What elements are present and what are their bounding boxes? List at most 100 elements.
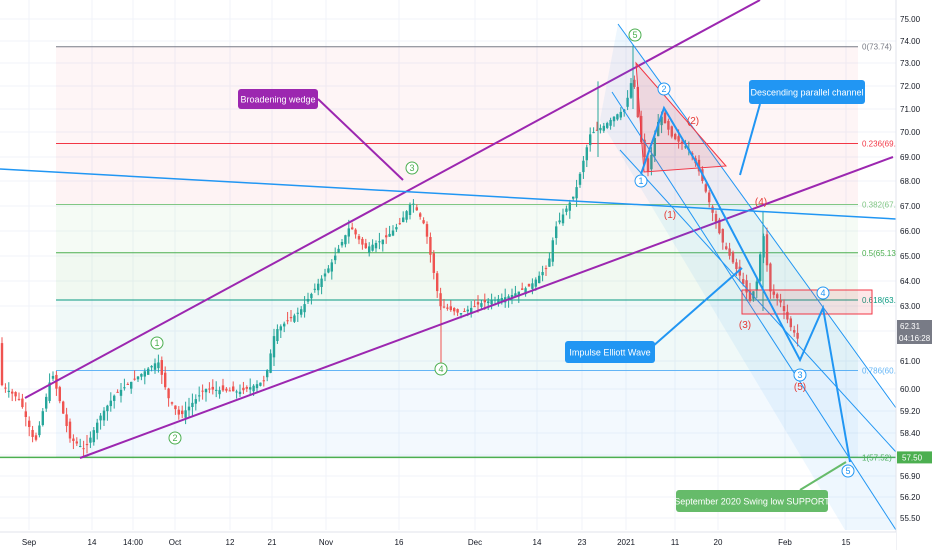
- callout-text: Descending parallel channel: [750, 88, 863, 98]
- current-price-label: 62.31: [900, 322, 921, 331]
- candle-body: [177, 409, 180, 415]
- candle-body: [119, 389, 123, 396]
- candle-body: [306, 299, 310, 302]
- candle-body: [140, 373, 143, 377]
- y-axis-tick-label: 70.00: [900, 128, 921, 137]
- candle-body: [796, 332, 799, 339]
- wave-label-blue: 3: [797, 370, 802, 380]
- candle-body: [670, 126, 673, 137]
- support-price-label: 57.50: [902, 453, 923, 462]
- candle-body: [432, 253, 435, 273]
- blue-trendline: [0, 168, 897, 220]
- candle-body: [510, 295, 514, 299]
- wave-label-blue: 1: [638, 176, 643, 186]
- candle-body: [378, 241, 381, 243]
- candle-body: [106, 405, 109, 412]
- candle-body: [385, 235, 388, 238]
- candle-body: [473, 306, 476, 308]
- candle-body: [17, 398, 21, 400]
- callout-text: September 2020 Swing low SUPPORT: [674, 497, 830, 507]
- candle-body: [99, 415, 102, 421]
- candle-body: [490, 300, 493, 305]
- candle-body: [718, 219, 721, 234]
- x-axis-tick-label: Oct: [169, 538, 182, 547]
- candle-body: [259, 382, 262, 386]
- candle-body: [21, 398, 24, 408]
- candle-body: [759, 254, 762, 281]
- candle-body: [595, 129, 599, 131]
- candle-body: [402, 217, 405, 223]
- callout-box[interactable]: [565, 341, 655, 363]
- candle-body: [725, 246, 728, 250]
- candle-body: [0, 343, 4, 386]
- candle-body: [34, 435, 38, 440]
- candle-body: [164, 372, 167, 388]
- candle-body: [578, 173, 582, 185]
- candle-body: [126, 383, 129, 385]
- callout-pointer: [651, 267, 743, 348]
- candle-body: [96, 422, 99, 433]
- candle-body: [425, 224, 429, 237]
- wave-marker-blue: [793, 368, 807, 382]
- wave-label-blue: 5: [845, 466, 850, 476]
- candle-body: [279, 326, 282, 331]
- candle-body: [181, 410, 184, 415]
- candle-body: [731, 252, 735, 263]
- candle-body: [558, 220, 561, 223]
- candle-body: [388, 233, 391, 237]
- candle-body: [684, 146, 687, 148]
- candle-body: [592, 132, 595, 134]
- wave-marker-blue: [657, 82, 671, 96]
- candle-body: [334, 255, 337, 261]
- candle-body: [337, 248, 340, 253]
- candle-body: [58, 387, 61, 402]
- candle-body: [483, 299, 486, 303]
- candle-body: [606, 123, 609, 128]
- y-axis-tick-label: 63.00: [900, 302, 921, 311]
- fib-band: [56, 252, 858, 300]
- candle-body: [793, 330, 796, 333]
- callout-box[interactable]: [749, 80, 865, 104]
- candle-body: [476, 302, 480, 305]
- candle-body: [51, 375, 55, 379]
- candle-body: [116, 391, 119, 393]
- candle-body: [228, 390, 231, 392]
- wave-marker-green: [168, 431, 182, 445]
- callout-box[interactable]: [238, 89, 318, 109]
- candle-body: [102, 410, 106, 421]
- candle-body: [351, 227, 354, 230]
- wave-label-red: (5): [794, 382, 806, 393]
- candle-body: [201, 390, 204, 392]
- callout-pointer: [317, 98, 404, 181]
- callout-box[interactable]: [676, 490, 828, 512]
- candle-body: [249, 387, 252, 390]
- candle-body: [48, 382, 51, 401]
- candle-body: [541, 272, 544, 276]
- candle-body: [31, 429, 34, 437]
- fib-level-label: 0.382(67.06): [862, 201, 908, 210]
- candle-body: [405, 211, 408, 220]
- wave-marker-green: [405, 161, 419, 175]
- candle-body: [113, 395, 116, 401]
- candle-body: [313, 288, 316, 290]
- candle-body: [300, 309, 303, 315]
- candle-body: [412, 203, 415, 205]
- candle-body: [371, 244, 374, 251]
- candle-body: [714, 214, 718, 223]
- candle-body: [534, 279, 537, 287]
- y-axis-tick-label: 56.20: [900, 493, 921, 502]
- candle-body: [194, 399, 197, 404]
- wave-label-red: (2): [687, 116, 699, 127]
- wedge-upper-line: [24, 0, 761, 399]
- candle-body: [626, 97, 629, 107]
- candle-body: [466, 309, 469, 312]
- candle-body: [752, 291, 755, 299]
- candle-body: [225, 388, 228, 391]
- y-axis-tick-label: 58.40: [900, 429, 921, 438]
- wave-label-green: 1: [154, 338, 159, 348]
- candle-body: [75, 441, 78, 444]
- candle-body: [191, 402, 194, 408]
- y-axis-tick-label: 66.00: [900, 227, 921, 236]
